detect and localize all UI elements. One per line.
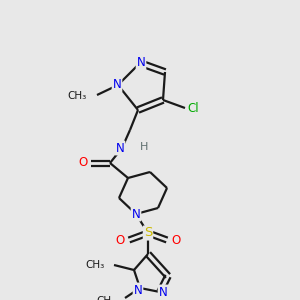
Text: N: N — [112, 79, 122, 92]
Text: O: O — [78, 157, 88, 169]
Text: N: N — [116, 142, 124, 154]
Text: N: N — [132, 208, 140, 220]
Text: O: O — [116, 233, 124, 247]
Text: H: H — [140, 142, 148, 152]
Text: S: S — [144, 226, 152, 239]
Text: CH₃: CH₃ — [86, 260, 105, 270]
Text: CH₃: CH₃ — [97, 296, 116, 300]
Text: N: N — [159, 286, 167, 298]
Text: Cl: Cl — [187, 103, 199, 116]
Text: CH₃: CH₃ — [68, 91, 87, 101]
Text: N: N — [136, 56, 146, 70]
Text: N: N — [134, 284, 142, 296]
Text: O: O — [171, 233, 181, 247]
